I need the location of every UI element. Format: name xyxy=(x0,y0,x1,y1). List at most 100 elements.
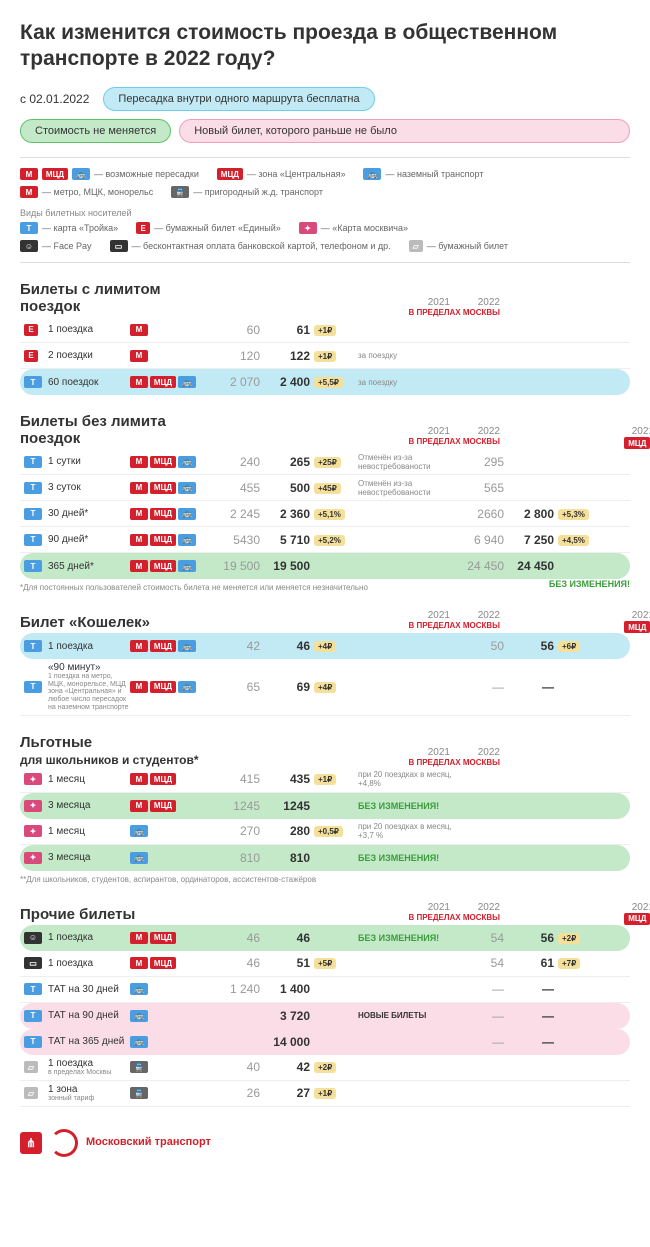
price-2021-suburb: 295 xyxy=(454,455,504,469)
M-icon: М xyxy=(20,186,38,198)
price-2021: 46 xyxy=(210,931,260,945)
price-row: ТТАТ на 365 дней🚌14 000—— xyxy=(20,1029,630,1055)
price-2022: 2 360 xyxy=(260,507,310,521)
M-icon: М xyxy=(20,168,38,180)
card-icon: ▭ xyxy=(24,957,42,969)
bus-icon: 🚌 xyxy=(363,168,381,180)
МЦД-icon: МЦД xyxy=(150,773,176,785)
legend-item: МЦД— зона «Центральная» xyxy=(217,168,346,180)
troika-icon: Т xyxy=(24,560,42,572)
price-2021: 65 xyxy=(210,680,260,694)
change-badge: +7₽ xyxy=(558,958,580,969)
pill-transfer: Пересадка внутри одного маршрута бесплат… xyxy=(103,87,374,111)
price-2021: 26 xyxy=(210,1086,260,1100)
paper-icon: ▱ xyxy=(24,1087,38,1099)
bus-icon: 🚌 xyxy=(178,456,196,468)
change-badge: +0,5₽ xyxy=(314,826,343,837)
МЦД-icon: МЦД xyxy=(217,168,243,180)
row-label: 1 поездка xyxy=(48,324,130,335)
M-icon: М xyxy=(130,456,148,468)
troika-icon: Т xyxy=(24,983,42,995)
price-2022: 69 xyxy=(260,680,310,694)
train-icon: 🚆 xyxy=(130,1087,148,1099)
price-2022-suburb: 56 xyxy=(504,639,554,653)
legend-carriers: Т— карта «Тройка»Е— бумажный билет «Един… xyxy=(20,222,630,252)
price-2022: 265 xyxy=(260,455,310,469)
row-note: при 20 поездках в месяц, +4,8% xyxy=(354,770,454,788)
price-2022: 46 xyxy=(260,639,310,653)
bus-icon: 🚌 xyxy=(130,825,148,837)
price-row: Т365 дней*ММЦД🚌19 50019 50024 45024 450 xyxy=(20,553,630,579)
price-2022: 5 710 xyxy=(260,533,310,547)
price-2021-suburb: — xyxy=(454,1009,504,1023)
change-badge: +5,3% xyxy=(558,509,589,520)
bus-icon: 🚌 xyxy=(130,1036,148,1048)
change-badge: +5,2% xyxy=(314,535,345,546)
section-title: Билет «Кошелек» xyxy=(20,614,210,631)
price-2021-suburb: 50 xyxy=(454,639,504,653)
price-2021-suburb: 6 940 xyxy=(454,533,504,547)
year-header: 20212022 xyxy=(210,747,630,758)
troika-icon: Т xyxy=(24,640,42,652)
change-badge: +4₽ xyxy=(314,641,336,652)
row-label: 1 зоназонный тариф xyxy=(48,1084,130,1103)
МЦД-icon: МЦД xyxy=(150,800,176,812)
legend-transport: ММЦД🚌— возможные пересадкиМЦД— зона «Цен… xyxy=(20,168,630,198)
page-title: Как изменится стоимость проезда в общест… xyxy=(20,20,630,73)
change-badge: +5,5₽ xyxy=(314,377,343,388)
section: Прочие билеты2021202220212022В ПРЕДЕЛАХ … xyxy=(20,902,630,1107)
price-2021: 40 xyxy=(210,1060,260,1074)
price-row: ▱1 поездкав пределах Москвы🚆4042+2₽ xyxy=(20,1055,630,1081)
МЦД-icon: МЦД xyxy=(42,168,68,180)
year-header: 2021202220212022 xyxy=(210,902,650,913)
price-2022: 19 500 xyxy=(260,559,310,573)
price-2022-suburb: 2 800 xyxy=(504,507,554,521)
price-2021: 120 xyxy=(210,349,260,363)
card-icon: ▭ xyxy=(110,240,128,252)
МЦД-icon: МЦД xyxy=(150,957,176,969)
legend-item: ММЦД🚌— возможные пересадки xyxy=(20,168,199,180)
price-2022: 500 xyxy=(260,481,310,495)
paper-icon: ▱ xyxy=(24,1061,38,1073)
change-badge: +1₽ xyxy=(314,325,336,336)
M-icon: М xyxy=(130,534,148,546)
price-2021: 2 245 xyxy=(210,507,260,521)
legend-item: ▱— бумажный билет xyxy=(409,240,508,252)
price-row: Е1 поездкаМ6061+1₽ xyxy=(20,317,630,343)
МЦД-icon: МЦД xyxy=(150,482,176,494)
M-icon: М xyxy=(130,773,148,785)
price-2022: 61 xyxy=(260,323,310,337)
section-title: Прочие билеты xyxy=(20,906,210,923)
bus-icon: 🚌 xyxy=(178,560,196,572)
change-badge: +1₽ xyxy=(314,774,336,785)
price-2021: 60 xyxy=(210,323,260,337)
price-2021: 1 240 xyxy=(210,982,260,996)
row-label: 3 месяца xyxy=(48,800,130,811)
row-note: за поездку xyxy=(354,351,454,360)
price-row: ТТАТ на 90 дней🚌3 720НОВЫЕ БИЛЕТЫ—— xyxy=(20,1003,630,1029)
troika-icon: Т xyxy=(24,681,42,693)
change-badge: +4₽ xyxy=(314,682,336,693)
bus-icon: 🚌 xyxy=(130,1010,148,1022)
bus-icon: 🚌 xyxy=(178,482,196,494)
km-icon: ✦ xyxy=(299,222,317,234)
bus-icon: 🚌 xyxy=(130,852,148,864)
price-2022-suburb: — xyxy=(504,1035,554,1049)
МЦД-icon: МЦД xyxy=(150,456,176,468)
year-subheader: В ПРЕДЕЛАХ МОСКВЫ xyxy=(210,308,630,317)
price-2021: 42 xyxy=(210,639,260,653)
section: Билеты с лимитом поездок20212022В ПРЕДЕЛ… xyxy=(20,281,630,395)
year-header: 20212022 xyxy=(210,297,630,308)
pill-nochange: Стоимость не меняется xyxy=(20,119,171,143)
price-2021: 19 500 xyxy=(210,559,260,573)
price-2022-suburb: — xyxy=(504,1009,554,1023)
price-2021-suburb: 24 450 xyxy=(454,559,504,573)
M-icon: М xyxy=(130,376,148,388)
year-subheader: В ПРЕДЕЛАХ МОСКВЫМЦД + ПРИГОРОД xyxy=(210,437,650,449)
price-row: ▱1 зоназонный тариф🚆2627+1₽ xyxy=(20,1081,630,1107)
E-icon: Е xyxy=(24,350,38,362)
transport-ring-icon xyxy=(50,1129,78,1157)
МЦД-icon: МЦД xyxy=(150,560,176,572)
M-icon: М xyxy=(130,957,148,969)
МЦД-icon: МЦД xyxy=(150,932,176,944)
